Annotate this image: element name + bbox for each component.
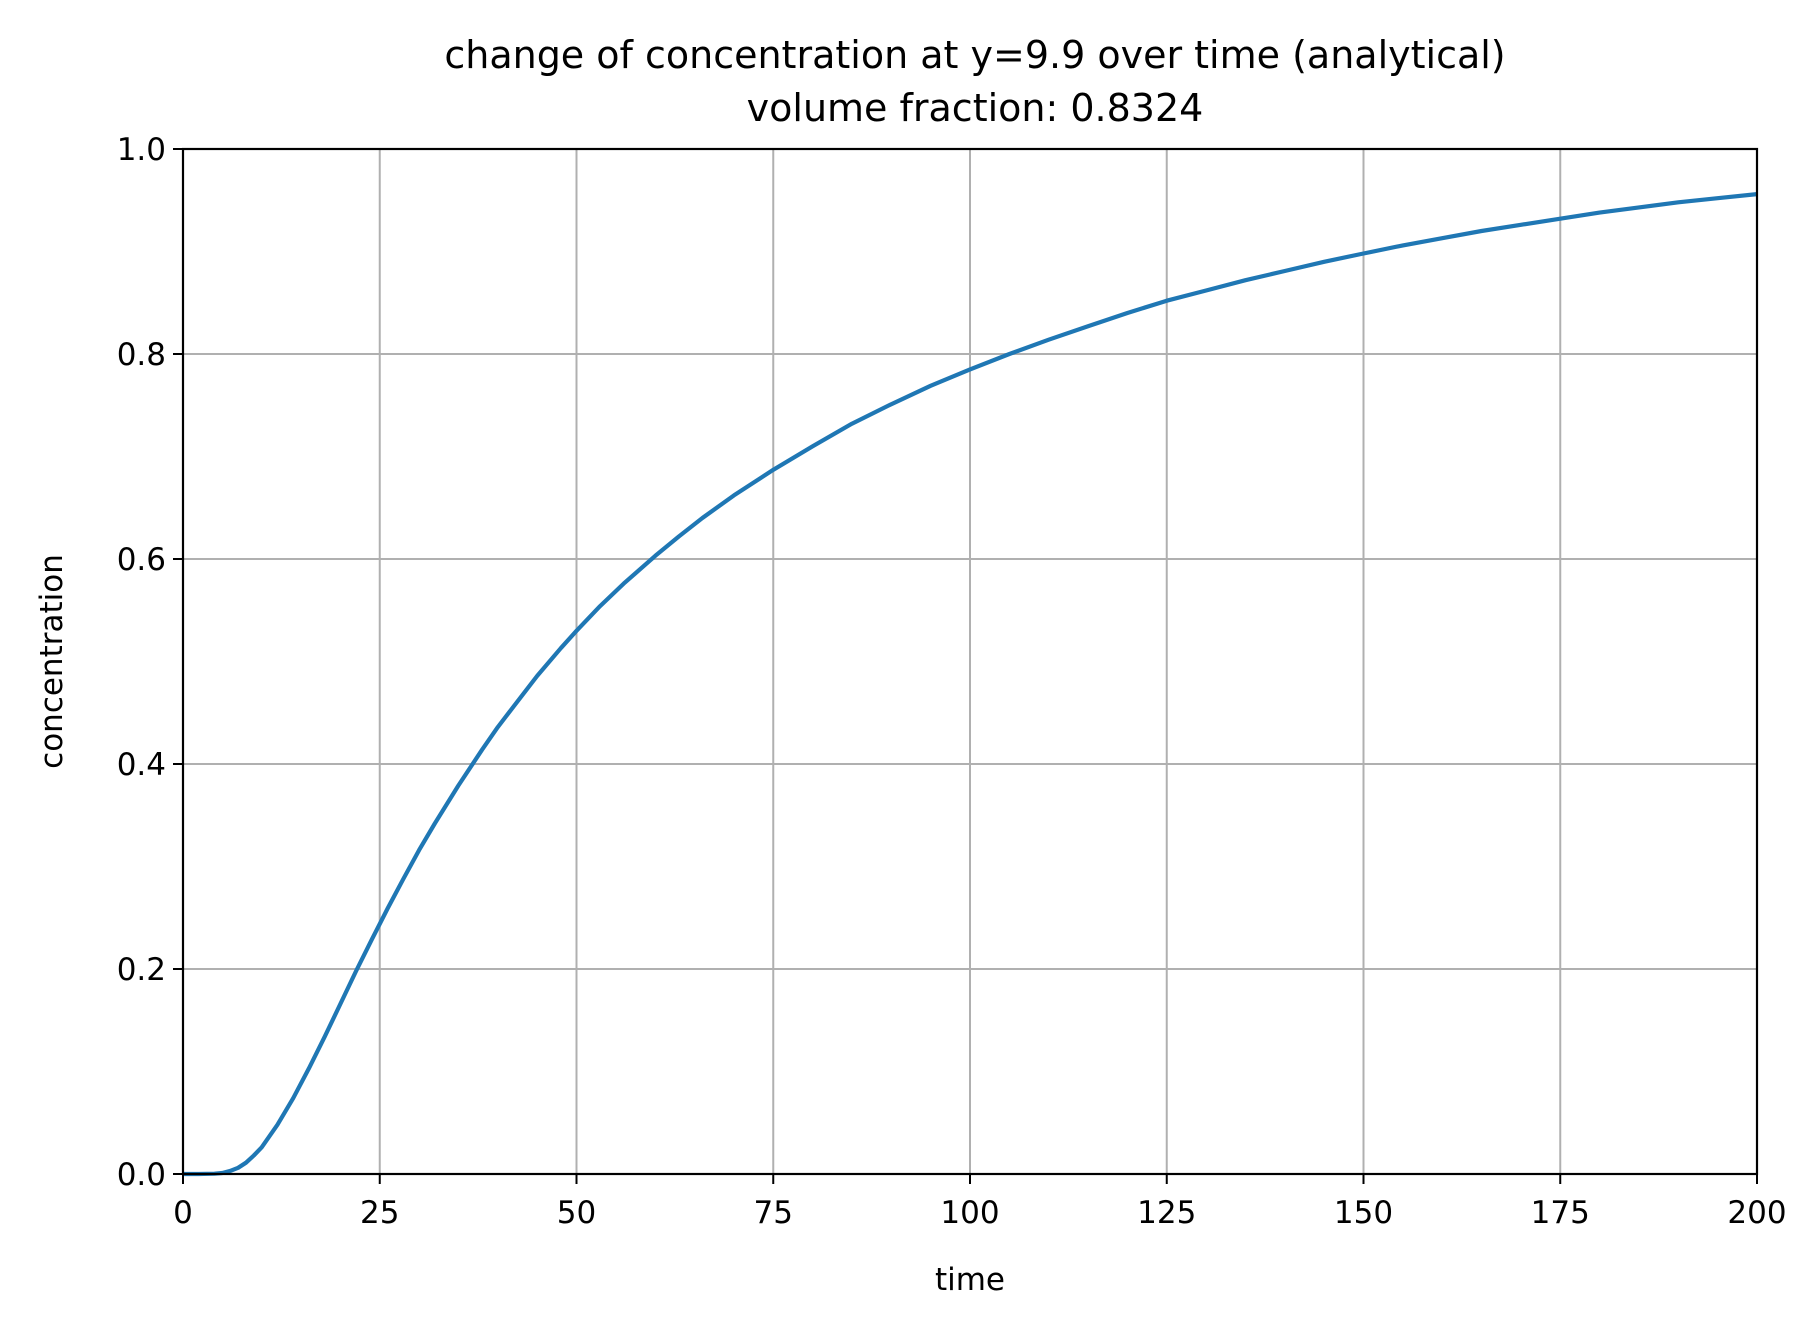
y-tick-label: 0.8: [117, 337, 166, 373]
series-line-0: [183, 192, 1758, 1177]
x-tick-label: 25: [360, 1195, 399, 1231]
y-tick-label: 0.4: [117, 747, 166, 783]
y-tick-label: 1.0: [117, 132, 166, 168]
x-axis-label: time: [935, 1262, 1005, 1298]
x-tick-label: 150: [1334, 1195, 1393, 1231]
chart-title: change of concentration at y=9.9 over ti…: [444, 33, 1505, 77]
x-tick-label: 200: [1727, 1195, 1786, 1231]
x-tick-label: 0: [173, 1195, 193, 1231]
x-tick-label: 175: [1531, 1195, 1590, 1231]
x-tick-label: 100: [940, 1195, 999, 1231]
series-layer: [183, 192, 1758, 1177]
y-axis-ticks: 0.0 0.2 0.4 0.6 0.8 1.0: [117, 132, 183, 1193]
y-tick-label: 0.6: [117, 542, 166, 578]
chart-subtitle: volume fraction: 0.8324: [747, 86, 1204, 130]
y-tick-label: 0.2: [117, 952, 166, 988]
grid-lines: [182, 148, 1758, 1175]
x-axis-ticks: 0 25 50 75 100 125 150 175 200: [173, 1174, 1787, 1231]
y-axis-label: concentration: [34, 554, 70, 769]
x-tick-label: 75: [754, 1195, 793, 1231]
y-tick-label: 0.0: [117, 1157, 166, 1193]
x-tick-label: 125: [1137, 1195, 1196, 1231]
x-tick-label: 50: [557, 1195, 596, 1231]
